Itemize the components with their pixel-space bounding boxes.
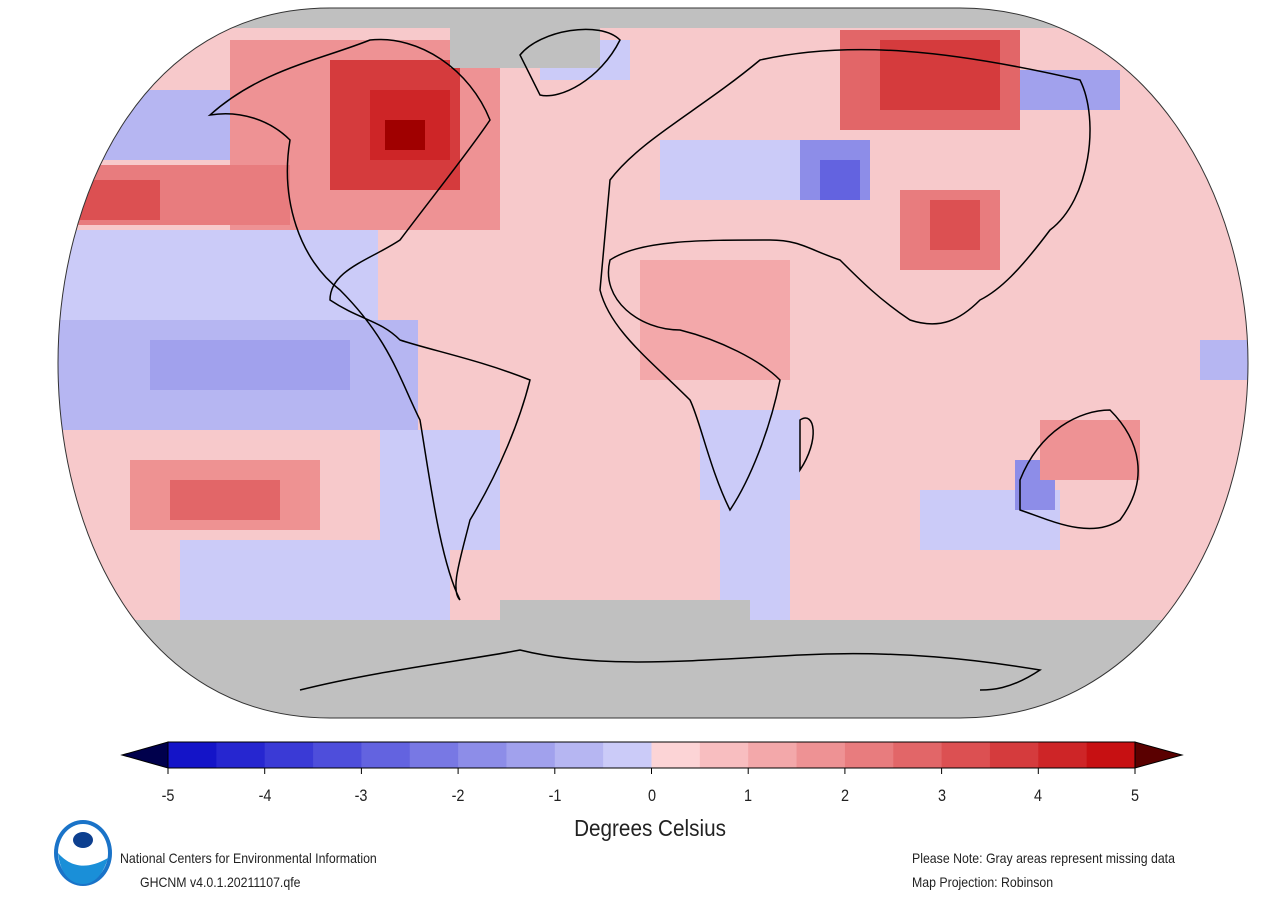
colorbar-bin — [264, 742, 314, 768]
cool-anomalies — [58, 40, 1248, 630]
colorbar-bin — [506, 742, 556, 768]
colorbar-tick-label: 3 — [937, 786, 946, 805]
colorbar-tick-label: 5 — [1130, 786, 1140, 805]
colorbar-bin — [989, 742, 1039, 768]
colorbar-bin — [409, 742, 459, 768]
colorbar-bin — [168, 742, 217, 768]
projection-note: Map Projection: Robinson — [912, 874, 1054, 890]
colorbar-tick-label: 4 — [1034, 786, 1043, 805]
colorbar-bin — [361, 742, 411, 768]
colorbar-bin — [699, 742, 749, 768]
colorbar-bin — [603, 742, 652, 768]
colorbar-tick-label: 2 — [840, 786, 849, 805]
colorbar-tick-label: -1 — [548, 786, 562, 805]
missing-data-note: Please Note: Gray areas represent missin… — [912, 850, 1175, 866]
temperature-anomaly-map — [57, 7, 1249, 719]
coastlines — [207, 28, 1139, 691]
colorbar — [120, 741, 1184, 774]
colorbar-tick-label: -3 — [354, 786, 368, 805]
missing-data-areas — [58, 8, 1248, 718]
colorbar-bin — [458, 742, 507, 768]
colorbar-bin — [748, 742, 798, 768]
colorbar-bin — [941, 742, 991, 768]
dataset-version: GHCNM v4.0.1.20211107.qfe — [140, 874, 301, 890]
colorbar-bin — [313, 742, 362, 768]
noaa-logo — [54, 820, 112, 886]
warm-anomalies — [70, 30, 1140, 530]
colorbar-tick-label: -4 — [258, 786, 272, 805]
colorbar-tick-label: -5 — [161, 786, 175, 805]
colorbar-label: Degrees Celsius — [574, 815, 726, 841]
colorbar-bin — [651, 742, 701, 768]
colorbar-under-triangle — [120, 741, 169, 769]
colorbar-bin — [216, 742, 266, 768]
colorbar-over-triangle — [1134, 741, 1184, 769]
colorbar-tick-label: 1 — [744, 786, 753, 805]
colorbar-bin — [893, 742, 943, 768]
colorbar-bin — [796, 742, 846, 768]
org-name: National Centers for Environmental Infor… — [120, 850, 377, 866]
colorbar-bin — [554, 742, 604, 768]
colorbar-bin — [1038, 742, 1088, 768]
colorbar-tick-label: 0 — [647, 786, 656, 805]
colorbar-bin — [844, 742, 894, 768]
colorbar-tick-label: -2 — [451, 786, 465, 805]
map-outline — [57, 7, 1249, 719]
colorbar-bin — [1086, 742, 1136, 768]
